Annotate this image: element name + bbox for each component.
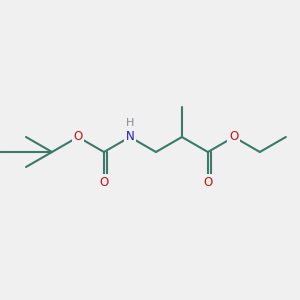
Text: O: O (203, 176, 212, 188)
Text: O: O (74, 130, 82, 143)
Text: O: O (99, 176, 109, 188)
Text: O: O (229, 130, 239, 143)
Text: H: H (126, 118, 134, 128)
Text: N: N (126, 130, 134, 143)
